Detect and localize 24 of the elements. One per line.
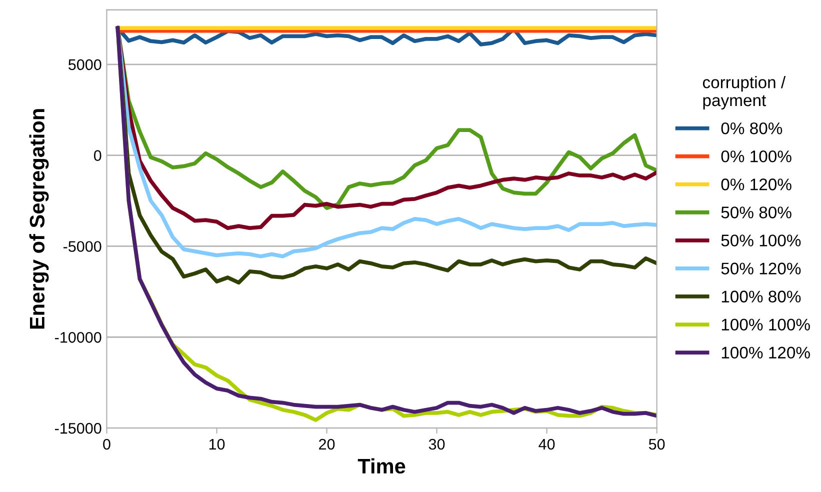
- legend-label: 100% 120%: [722, 346, 810, 359]
- x-tick-label: 50: [648, 438, 665, 450]
- x-axis-title: Time: [358, 458, 406, 474]
- legend-label: 0% 100%: [721, 150, 792, 162]
- legend-label: 50% 100%: [721, 234, 801, 246]
- legend-label: 50% 80%: [721, 206, 792, 218]
- x-tick-label: 20: [319, 438, 335, 450]
- y-axis-title: Energy of Segregation: [29, 109, 49, 329]
- y-tick-label: -5000: [63, 241, 102, 252]
- legend-label: 0% 80%: [721, 122, 782, 134]
- legend-label: 0% 120%: [721, 178, 792, 190]
- legend-label: 100% 80%: [722, 290, 801, 302]
- legend-label: 50% 120%: [721, 262, 801, 274]
- x-tick-label: 10: [209, 438, 225, 450]
- y-tick-label: 5000: [68, 59, 102, 70]
- x-tick-label: 40: [538, 438, 555, 450]
- x-tick-label: 0: [103, 438, 110, 450]
- line-series: [116, 26, 657, 46]
- y-tick-label: -10000: [54, 332, 102, 343]
- legend-label: 100% 100%: [722, 318, 810, 331]
- y-tick-label: -15000: [54, 422, 102, 434]
- x-tick-label: 30: [428, 438, 445, 450]
- y-tick-label: 0: [94, 150, 102, 161]
- legend-title: corruption / payment: [702, 76, 786, 110]
